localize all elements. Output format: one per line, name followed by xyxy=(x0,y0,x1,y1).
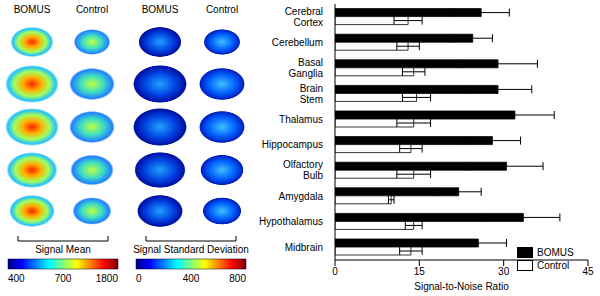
svg-text:Hypothalamus: Hypothalamus xyxy=(259,216,323,227)
svg-text:Signal Mean: Signal Mean xyxy=(35,244,91,255)
svg-text:Hippocampus: Hippocampus xyxy=(262,139,323,150)
svg-text:0: 0 xyxy=(136,273,142,284)
svg-text:BOMUS: BOMUS xyxy=(142,4,179,15)
html-text:Control: Control xyxy=(537,260,570,271)
svg-text:400: 400 xyxy=(183,273,200,284)
svg-text:BasalGanglia: BasalGanglia xyxy=(289,57,324,79)
svg-text:30: 30 xyxy=(498,266,510,277)
svg-text:45: 45 xyxy=(582,266,594,277)
svg-text:CerebralCortex: CerebralCortex xyxy=(285,6,323,28)
svg-text:Amygdala: Amygdala xyxy=(279,191,324,202)
svg-text:800: 800 xyxy=(229,273,246,284)
svg-text:700: 700 xyxy=(55,273,72,284)
svg-text:BOMUS: BOMUS xyxy=(14,4,51,15)
svg-text:Signal Standard Deviation: Signal Standard Deviation xyxy=(133,244,249,255)
svg-text:Signal-to-Noise Ratio: Signal-to-Noise Ratio xyxy=(414,281,509,292)
svg-text:BrainStem: BrainStem xyxy=(300,83,323,105)
svg-text:Control: Control xyxy=(76,4,108,15)
svg-text:Thalamus: Thalamus xyxy=(279,114,323,125)
svg-text:Cerebellum: Cerebellum xyxy=(272,37,323,48)
svg-text:Control: Control xyxy=(206,4,238,15)
html-text:BOMUS: BOMUS xyxy=(537,247,574,258)
svg-text:15: 15 xyxy=(414,266,426,277)
svg-text:400: 400 xyxy=(8,273,25,284)
svg-text:1800: 1800 xyxy=(96,273,119,284)
svg-text:Midbrain: Midbrain xyxy=(285,242,323,253)
svg-text:0: 0 xyxy=(332,266,338,277)
svg-text:OlfactoryBulb: OlfactoryBulb xyxy=(283,159,323,181)
